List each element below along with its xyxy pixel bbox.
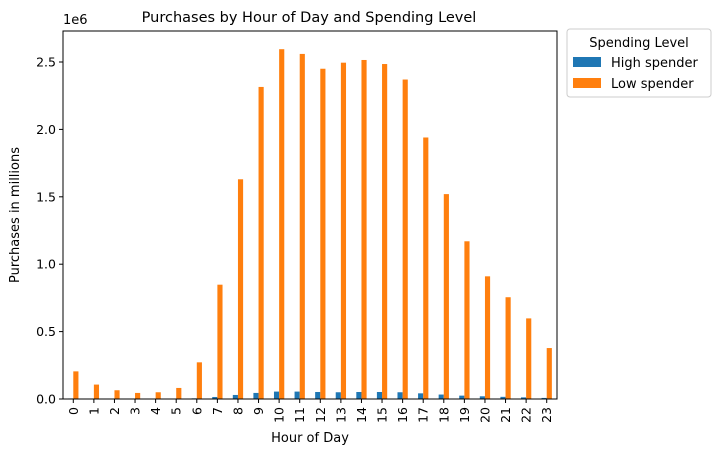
bar-high-spender-hour-18 xyxy=(438,394,444,399)
bar-high-spender-hour-17 xyxy=(418,393,424,399)
bar-high-spender-hour-9 xyxy=(253,392,259,399)
x-tick-label: 12 xyxy=(313,407,328,423)
bar-high-spender-hour-22 xyxy=(520,397,527,399)
legend: Spending Level High spender Low spender xyxy=(566,28,712,98)
bar-low-spender-hour-9 xyxy=(258,86,264,399)
y-tick-label: 0.5 xyxy=(36,324,56,339)
x-tick-label: 11 xyxy=(292,407,307,423)
bar-low-spender-hour-6 xyxy=(196,362,202,399)
y-axis-label: Purchases in millions xyxy=(8,147,23,283)
y-tick-label: 2.0 xyxy=(36,122,56,137)
y-tick-label: 1.0 xyxy=(36,257,56,272)
bar-high-spender-hour-20 xyxy=(479,396,485,399)
bar-high-spender-hour-10 xyxy=(273,391,280,399)
x-tick-label: 20 xyxy=(477,407,492,423)
bar-low-spender-hour-4 xyxy=(155,392,161,399)
bar-high-spender-hour-7 xyxy=(212,396,218,399)
bar-low-spender-hour-19 xyxy=(464,241,470,399)
bar-low-spender-hour-13 xyxy=(340,62,347,400)
bars xyxy=(68,49,552,400)
bar-low-spender-hour-18 xyxy=(443,194,449,399)
bar-low-spender-hour-8 xyxy=(237,179,244,399)
x-tick-label: 1 xyxy=(86,407,101,415)
bar-low-spender-hour-10 xyxy=(279,49,285,399)
x-tick-label: 6 xyxy=(189,407,204,415)
bar-low-spender-hour-20 xyxy=(484,276,491,399)
x-tick-label: 15 xyxy=(375,407,390,423)
x-tick-label: 2 xyxy=(107,407,122,415)
x-axis: 0 1 2 3 4 5 6 7 8 9 10 11 12 13 14 15 16 17 18 19 20 21 22 23 xyxy=(66,399,554,423)
bar-high-spender-hour-16 xyxy=(397,392,403,399)
bar-low-spender-hour-21 xyxy=(505,297,511,399)
x-tick-label: 14 xyxy=(354,407,369,423)
bar-high-spender-hour-15 xyxy=(376,391,383,399)
bar-low-spender-hour-15 xyxy=(382,64,388,399)
bar-high-spender-hour-13 xyxy=(335,392,341,399)
x-tick-label: 3 xyxy=(128,407,143,415)
x-tick-label: 19 xyxy=(457,407,472,423)
bar-low-spender-hour-2 xyxy=(114,390,120,399)
x-tick-label: 4 xyxy=(148,407,163,415)
bar-low-spender-hour-0 xyxy=(73,371,79,399)
bar-high-spender-hour-14 xyxy=(356,391,362,399)
bar-low-spender-hour-3 xyxy=(135,392,141,399)
bar-high-spender-hour-8 xyxy=(232,394,238,399)
x-axis-label: Hour of Day xyxy=(271,431,349,446)
y-axis: 0.0 0.5 1.0 1.5 2.0 2.5 xyxy=(36,55,63,407)
legend-swatch-low-spender xyxy=(573,78,601,88)
legend-box xyxy=(566,28,712,98)
x-tick-label: 23 xyxy=(539,407,554,423)
x-tick-label: 8 xyxy=(230,407,245,415)
y-tick-label: 2.5 xyxy=(36,55,56,70)
y-tick-label: 0.0 xyxy=(36,392,56,407)
y-tick-label: 1.5 xyxy=(36,189,56,204)
bar-low-spender-hour-22 xyxy=(526,318,532,399)
x-tick-label: 22 xyxy=(519,407,534,423)
bar-low-spender-hour-17 xyxy=(423,137,429,400)
legend-label-low-spender: Low spender xyxy=(611,77,694,92)
bar-low-spender-hour-12 xyxy=(320,68,326,400)
bar-low-spender-hour-14 xyxy=(361,59,367,399)
bar-low-spender-hour-7 xyxy=(217,284,223,399)
x-tick-label: 16 xyxy=(395,407,410,423)
legend-swatch-high-spender xyxy=(573,57,601,67)
x-tick-label: 21 xyxy=(498,407,513,423)
bar-high-spender-hour-21 xyxy=(500,396,506,399)
bar-high-spender-hour-12 xyxy=(315,391,321,399)
legend-title: Spending Level xyxy=(589,36,689,51)
x-tick-label: 18 xyxy=(436,407,451,423)
x-tick-label: 10 xyxy=(272,407,287,423)
bar-high-spender-hour-23 xyxy=(541,397,547,399)
x-tick-label: 5 xyxy=(169,407,184,415)
x-tick-label: 7 xyxy=(210,407,225,415)
bar-low-spender-hour-5 xyxy=(176,387,182,399)
bar-low-spender-hour-16 xyxy=(402,79,408,399)
bar-low-spender-hour-11 xyxy=(299,53,305,400)
bar-low-spender-hour-23 xyxy=(546,348,552,399)
bar-high-spender-hour-11 xyxy=(294,391,300,399)
x-tick-label: 17 xyxy=(416,407,431,423)
bar-high-spender-hour-19 xyxy=(459,395,465,399)
x-tick-label: 9 xyxy=(251,407,266,415)
x-tick-label: 13 xyxy=(333,407,348,423)
x-tick-label: 0 xyxy=(66,407,81,415)
y-axis-offset-label: 1e6 xyxy=(63,13,88,28)
bar-low-spender-hour-1 xyxy=(93,384,100,399)
legend-label-high-spender: High spender xyxy=(611,56,699,71)
chart-title: Purchases by Hour of Day and Spending Le… xyxy=(142,10,477,26)
plot-frame xyxy=(62,30,558,400)
